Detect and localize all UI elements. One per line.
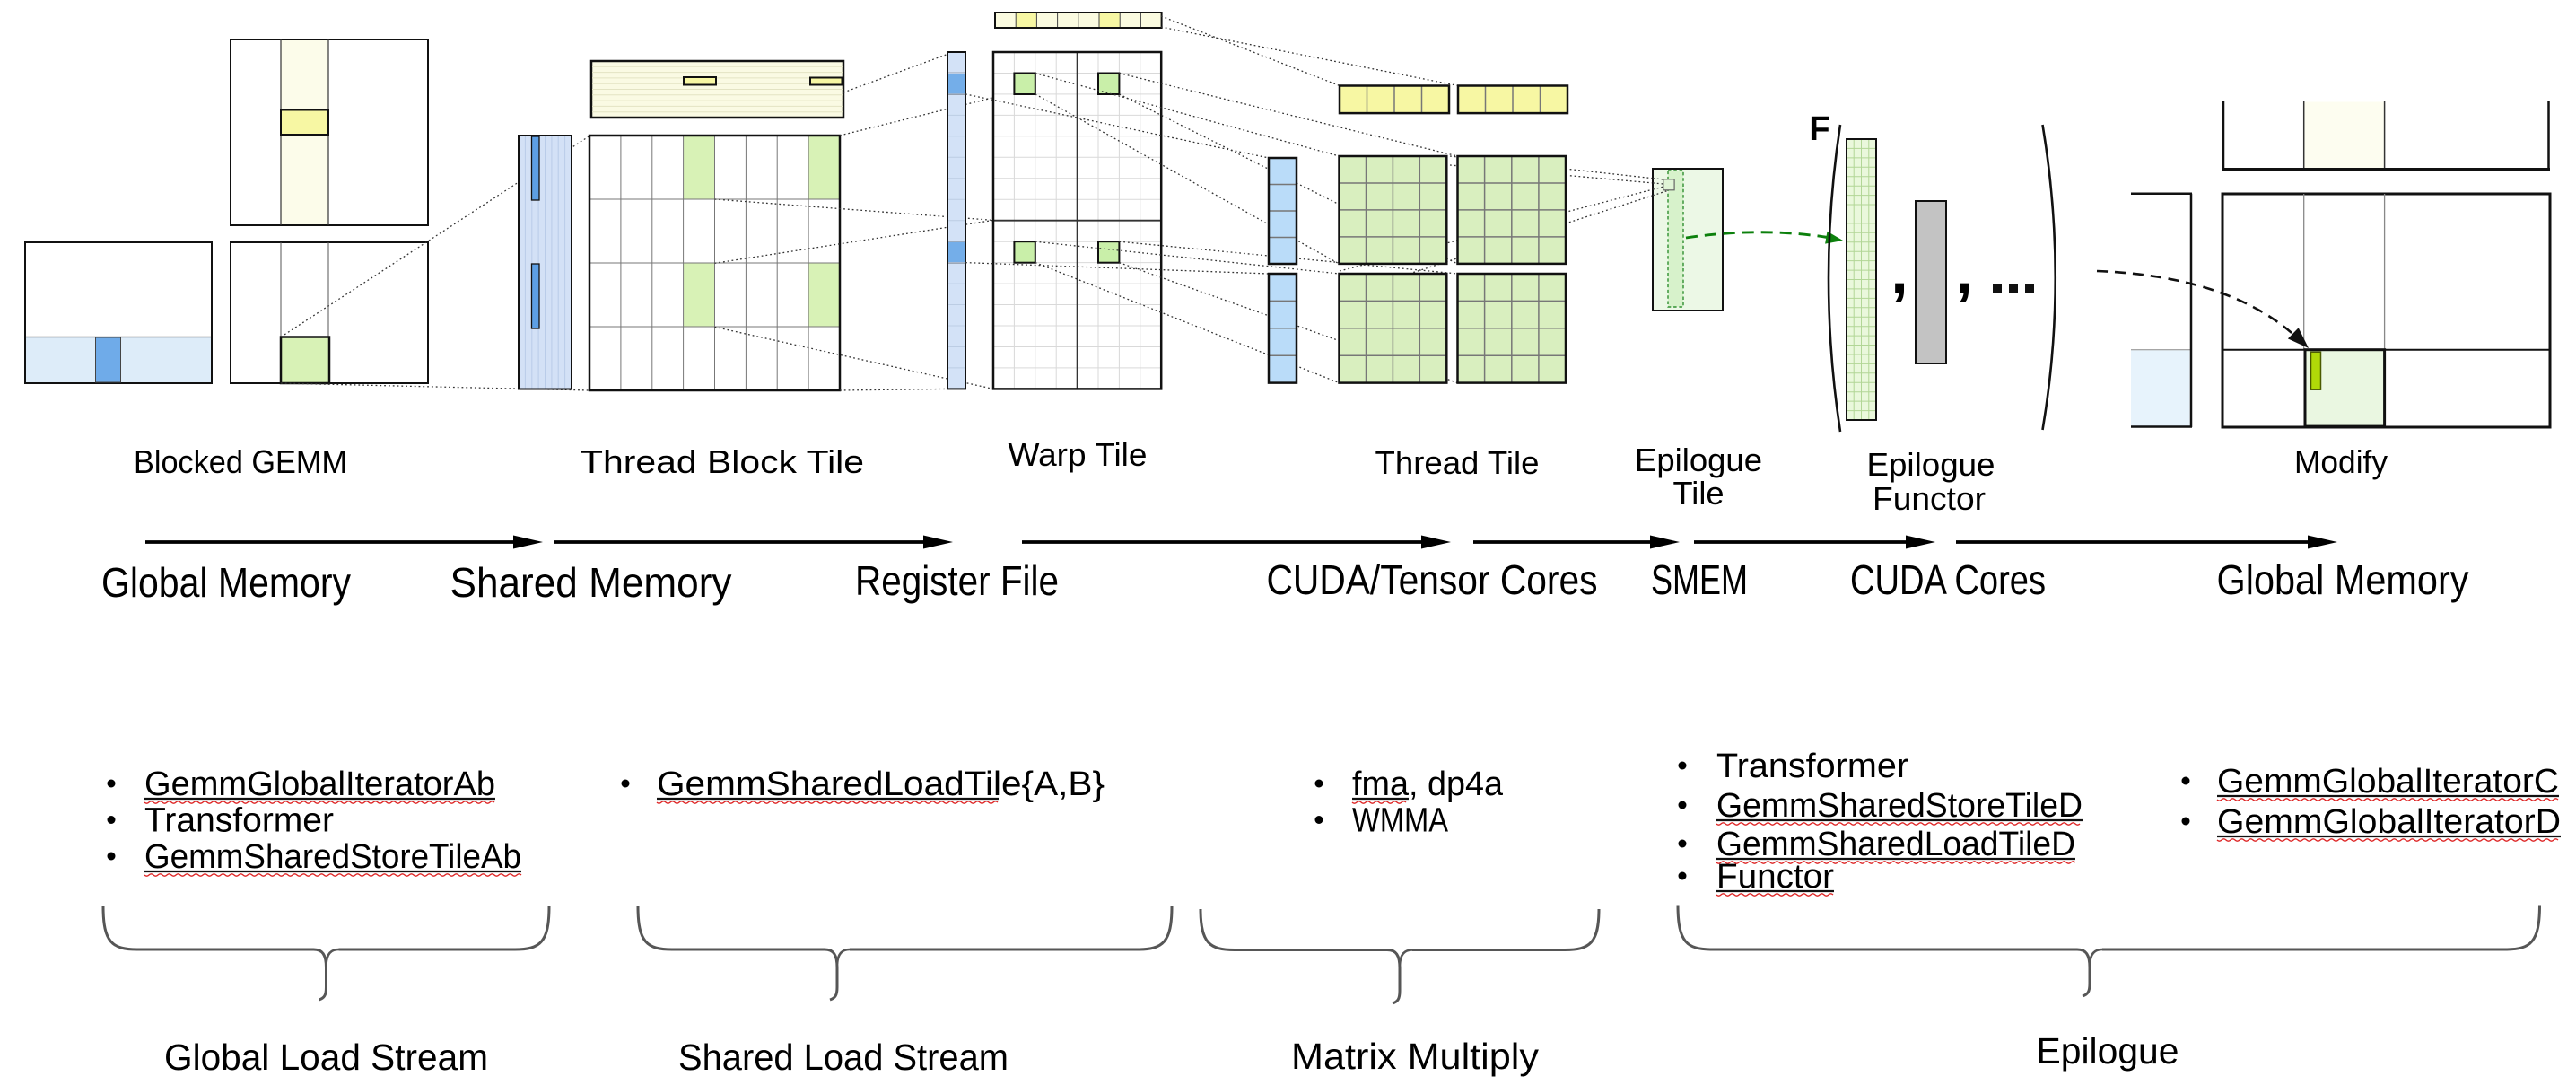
svg-text:fma, dp4a: fma, dp4a [1352,766,1504,803]
svg-text:Thread Block Tile: Thread Block Tile [581,443,864,480]
svg-text:Global Load Stream: Global Load Stream [164,1037,488,1078]
svg-text:Warp Tile: Warp Tile [1009,436,1148,473]
svg-text:,: , [1891,236,1908,306]
svg-text:GemmGlobalIteratorC: GemmGlobalIteratorC [2217,763,2559,801]
svg-text:Transformer: Transformer [1716,748,1908,785]
svg-text:GemmGlobalIteratorD: GemmGlobalIteratorD [2217,803,2561,841]
svg-text:GemmGlobalIteratorAb: GemmGlobalIteratorAb [144,766,495,803]
svg-text:,: , [1955,236,1972,306]
svg-text:Global Memory: Global Memory [2217,556,2469,603]
svg-text:Matrix Multiply: Matrix Multiply [1291,1036,1540,1077]
svg-text:Thread Tile: Thread Tile [1375,444,1540,481]
svg-text:Transformer: Transformer [144,802,334,840]
svg-text:Modify: Modify [2294,443,2388,480]
svg-text:Global Memory: Global Memory [101,559,351,606]
svg-text:Functor: Functor [1873,480,1986,517]
svg-text:F: F [1809,110,1829,148]
svg-text:Blocked GEMM: Blocked GEMM [134,443,347,480]
svg-text:SMEM: SMEM [1651,556,1748,603]
svg-text:CUDA Cores: CUDA Cores [1850,556,2046,603]
svg-text:Tile: Tile [1673,475,1725,512]
svg-text:Functor: Functor [1716,858,1834,896]
svg-text:Epilogue: Epilogue [1867,446,1995,483]
svg-text:GemmSharedStoreTileAb: GemmSharedStoreTileAb [144,838,521,876]
svg-text:WMMA: WMMA [1352,802,1449,840]
svg-text:GemmSharedLoadTileD: GemmSharedLoadTileD [1716,826,2075,863]
svg-text:GemmSharedStoreTileD: GemmSharedStoreTileD [1716,787,2083,825]
svg-text:Shared Memory: Shared Memory [450,559,732,606]
svg-text:Epilogue: Epilogue [1635,442,1762,478]
svg-text:Shared Load Stream: Shared Load Stream [678,1037,1009,1078]
svg-text:Register File: Register File [855,557,1059,604]
svg-text:Epilogue: Epilogue [2037,1030,2179,1072]
svg-text:GemmSharedLoadTile{A,B}: GemmSharedLoadTile{A,B} [657,766,1105,803]
svg-text:CUDA/Tensor Cores: CUDA/Tensor Cores [1267,556,1598,603]
